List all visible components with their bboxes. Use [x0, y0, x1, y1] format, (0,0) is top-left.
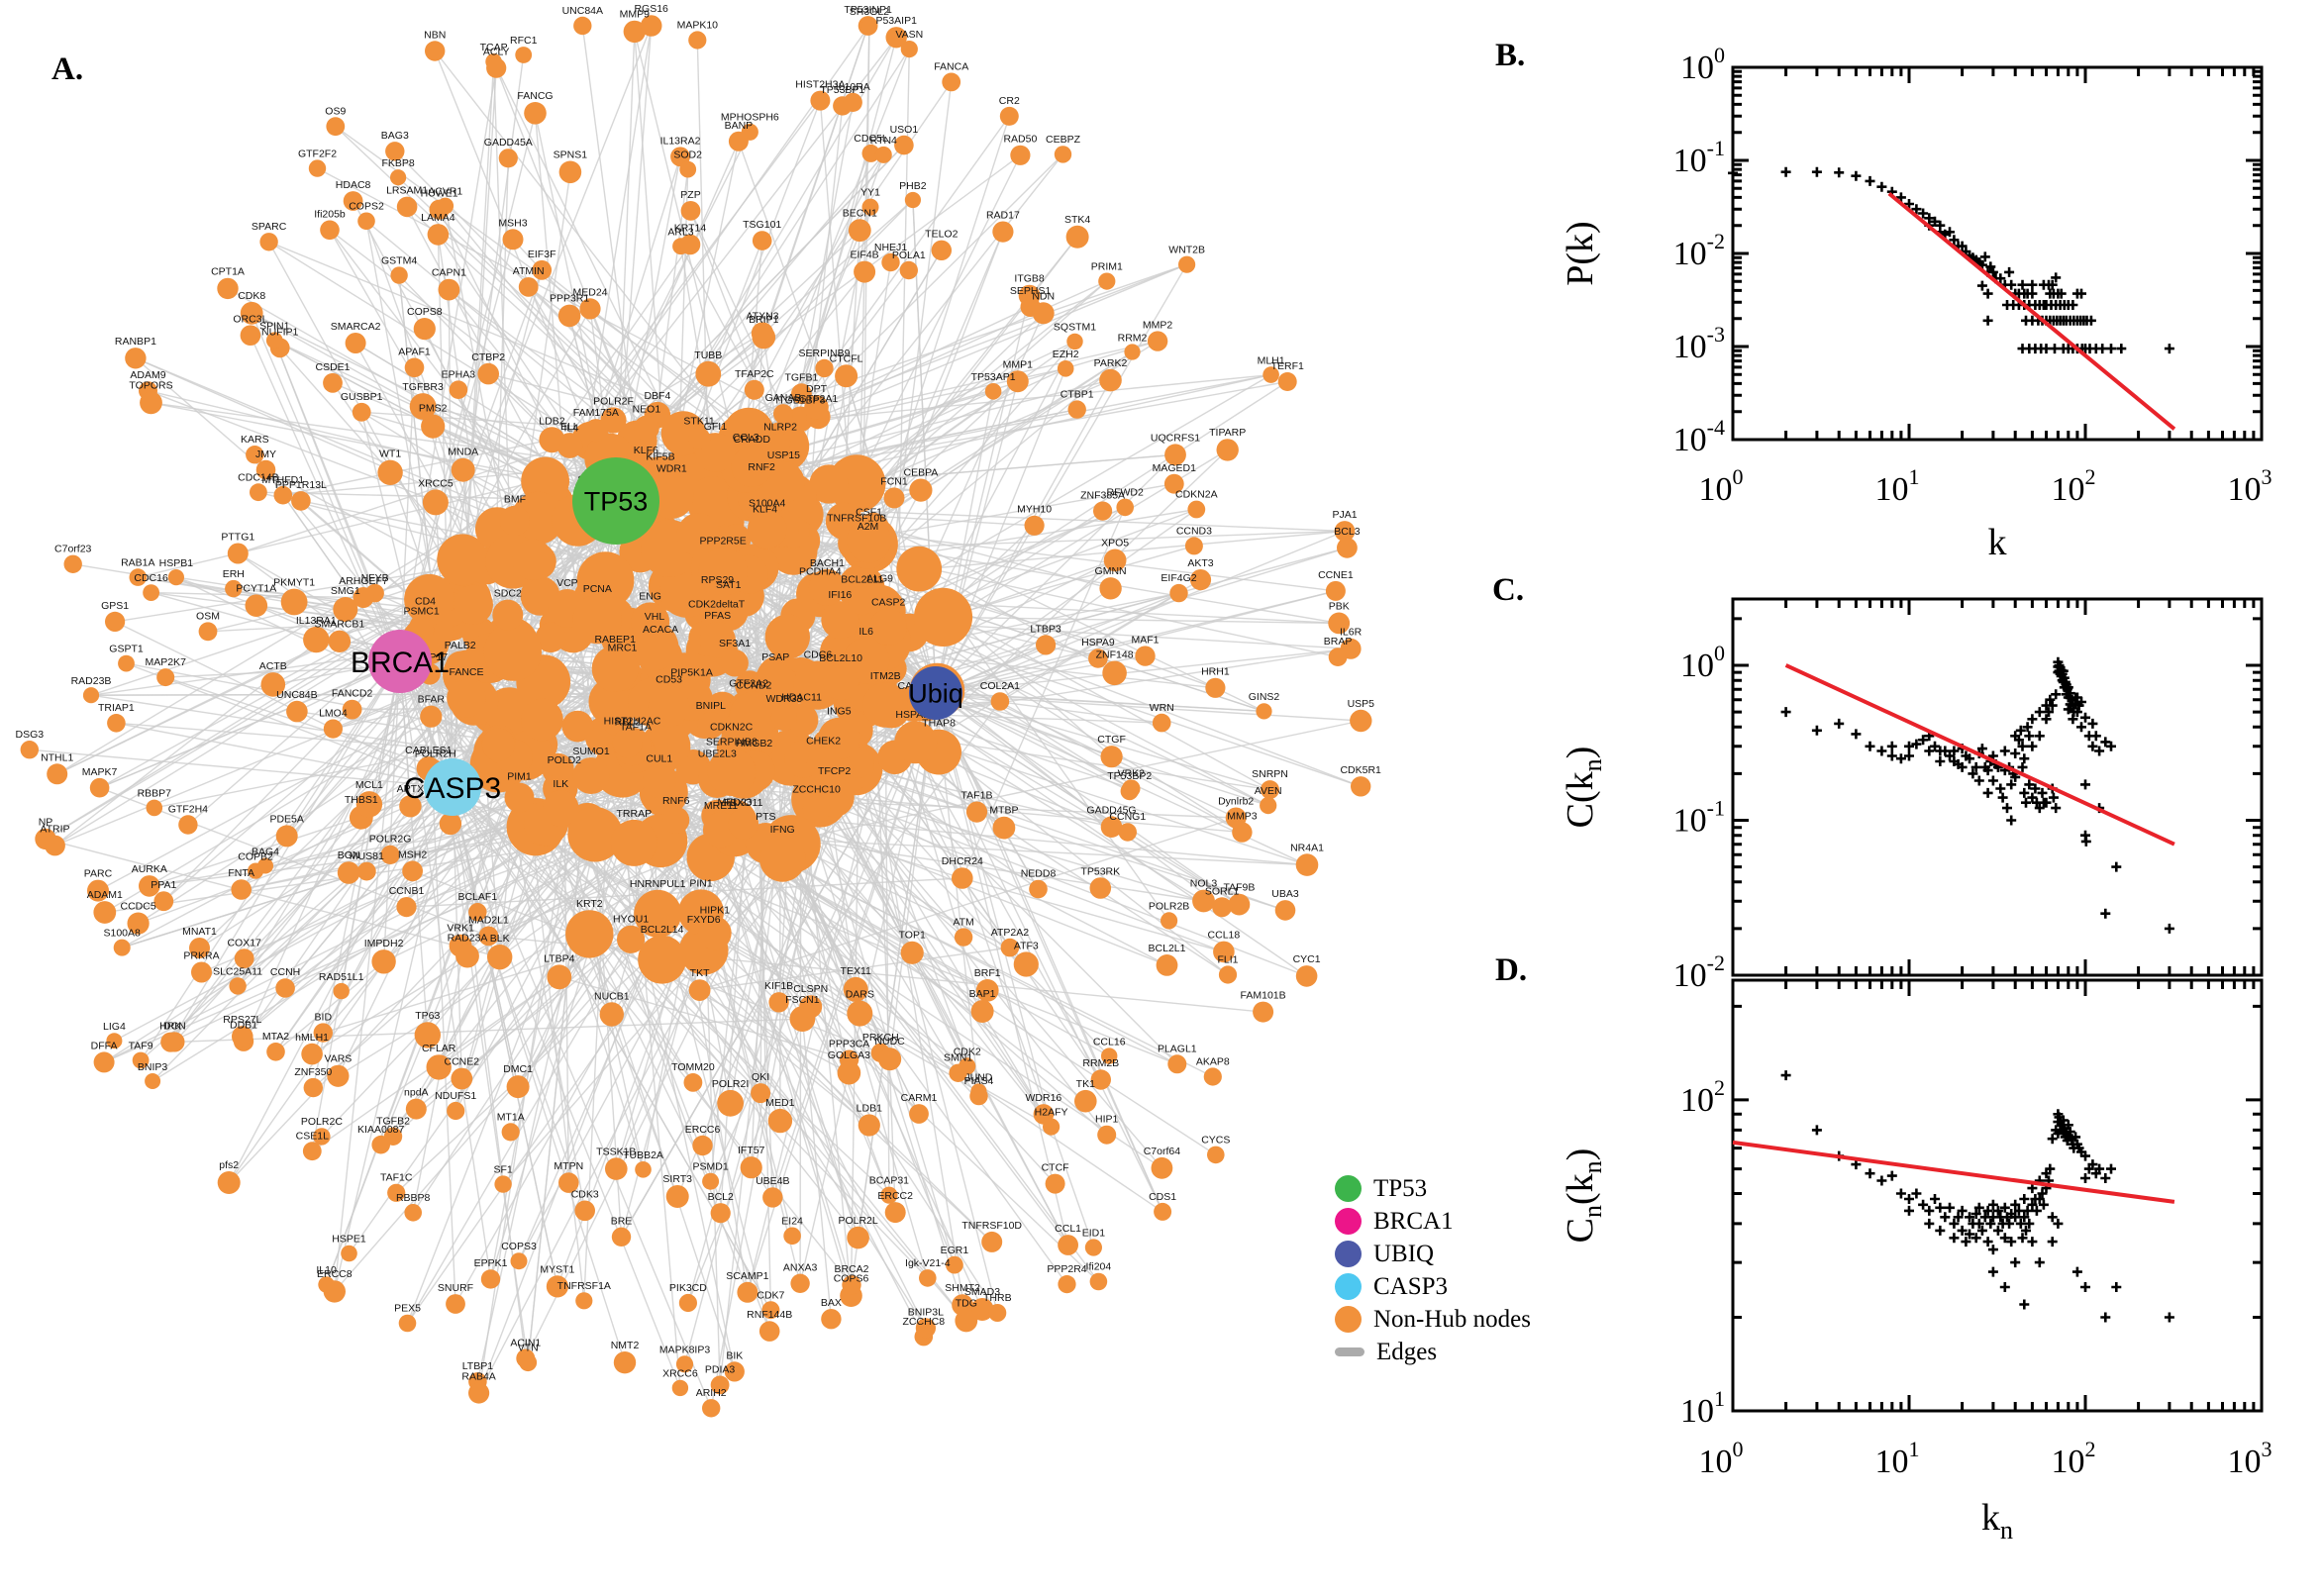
hub-node-ubiq [909, 666, 962, 720]
y-axis-title: Cn​(kn​) [1560, 1148, 1607, 1244]
scatter-points [1728, 166, 2174, 354]
plot-frame [1731, 65, 2264, 442]
legend-item-tp53: TP53 [1335, 1172, 1531, 1205]
fit-line [1887, 191, 2176, 431]
casp3-hub-icon [1335, 1273, 1362, 1300]
hub-label: TP53 [584, 487, 649, 517]
svg-text:101: 101 [1875, 464, 1920, 508]
axis-ticks [1733, 67, 2262, 440]
ubiq-hub-icon [1335, 1241, 1362, 1267]
legend-label: CASP3 [1373, 1272, 1449, 1300]
legend-item-brca1: BRCA1 [1335, 1205, 1531, 1238]
legend-item-edges: Edges [1335, 1336, 1531, 1368]
brca1-hub-icon [1335, 1208, 1362, 1235]
legend-label: Non-Hub nodes [1373, 1305, 1532, 1333]
y-axis-title: P(k) [1560, 221, 1601, 285]
panel-a-label: A. [51, 51, 84, 87]
svg-text:10-3: 10-3 [1673, 322, 1725, 365]
legend-label: Edges [1376, 1338, 1438, 1365]
svg-text:100: 100 [1699, 464, 1744, 508]
y-axis-title: C(kn​) [1560, 747, 1607, 829]
hub-node-tp53 [572, 457, 659, 545]
edge-line-icon [1335, 1347, 1364, 1356]
svg-text:102: 102 [2052, 1437, 2096, 1480]
scatter-points [1780, 656, 2174, 934]
hub-node-brca1 [368, 630, 432, 693]
svg-text:10-4: 10-4 [1673, 415, 1725, 458]
panel-c-label: C. [1492, 572, 1525, 608]
svg-text:100: 100 [1680, 43, 1725, 86]
hub-node-casp3 [424, 758, 481, 816]
svg-text:102: 102 [2052, 464, 2096, 508]
legend-item-casp3: CASP3 [1335, 1270, 1531, 1303]
svg-text:10-1: 10-1 [1673, 136, 1725, 179]
svg-text:10-1: 10-1 [1673, 795, 1725, 839]
x-axis-title: kn​ [1981, 1497, 2013, 1545]
svg-text:101: 101 [1680, 1386, 1725, 1430]
axis-ticks [1733, 599, 2262, 975]
svg-text:103: 103 [2228, 464, 2272, 508]
svg-text:10-2: 10-2 [1673, 950, 1725, 994]
plot-frame [1731, 597, 2264, 977]
tp53-hub-icon [1335, 1175, 1362, 1202]
x-axis-title: k [1988, 522, 2007, 563]
tick-labels: 100 10-1 10-2 [1673, 641, 1725, 994]
chart-panel-c: 100 10-1 10-2 C(kn​) [1560, 597, 2264, 994]
svg-text:103: 103 [2228, 1437, 2272, 1480]
legend-item-ubiq: UBIQ [1335, 1238, 1531, 1270]
network-hub-nodes: TP53 BRCA1 Ubiq CASP3 [351, 457, 963, 816]
legend-label: UBIQ [1373, 1240, 1435, 1267]
tick-labels: 102 101 100 101 102 103 [1680, 1075, 2272, 1480]
network-legend: TP53 BRCA1 UBIQ CASP3 Non-Hub nodes Edge… [1335, 1172, 1531, 1368]
legend-item-nonhub: Non-Hub nodes [1335, 1303, 1531, 1336]
legend-label: BRCA1 [1373, 1207, 1454, 1235]
network-node-labels: ARL3BANPTAF9BnpdAALG9MAGED1CDC14ACDC14BD… [16, 3, 1382, 1399]
fit-line [1732, 1140, 2175, 1204]
nonhub-node-icon [1335, 1306, 1362, 1333]
scatter-points [1780, 1070, 2174, 1323]
protein-interaction-network: ARL3BANPTAF9BnpdAALG9MAGED1CDC14ACDC14BD… [16, 3, 1382, 1418]
svg-text:101: 101 [1875, 1437, 1920, 1480]
svg-text:100: 100 [1699, 1437, 1744, 1480]
svg-text:102: 102 [1680, 1075, 1725, 1119]
network-nonhub-nodes [20, 15, 1372, 1418]
hub-label: BRCA1 [351, 647, 450, 679]
fit-line [1784, 663, 2175, 847]
hub-label: Ubiq [908, 679, 963, 709]
tick-labels: 100 10-1 10-2 10-3 10-4 100 101 102 103 [1673, 43, 2272, 508]
chart-panel-d: 102 101 100 101 102 103 Cn​(kn​) kn​ [1560, 978, 2272, 1545]
panel-d-label: D. [1495, 952, 1528, 988]
chart-panel-b: 100 10-1 10-2 10-3 10-4 100 101 102 103 P(k) k [1560, 43, 2272, 563]
svg-text:100: 100 [1680, 641, 1725, 684]
hub-label: CASP3 [404, 772, 501, 805]
legend-label: TP53 [1373, 1174, 1428, 1202]
panel-b-label: B. [1495, 38, 1526, 73]
svg-text:10-2: 10-2 [1673, 229, 1725, 272]
plot-frame [1731, 978, 2264, 1413]
axis-ticks [1733, 980, 2262, 1411]
